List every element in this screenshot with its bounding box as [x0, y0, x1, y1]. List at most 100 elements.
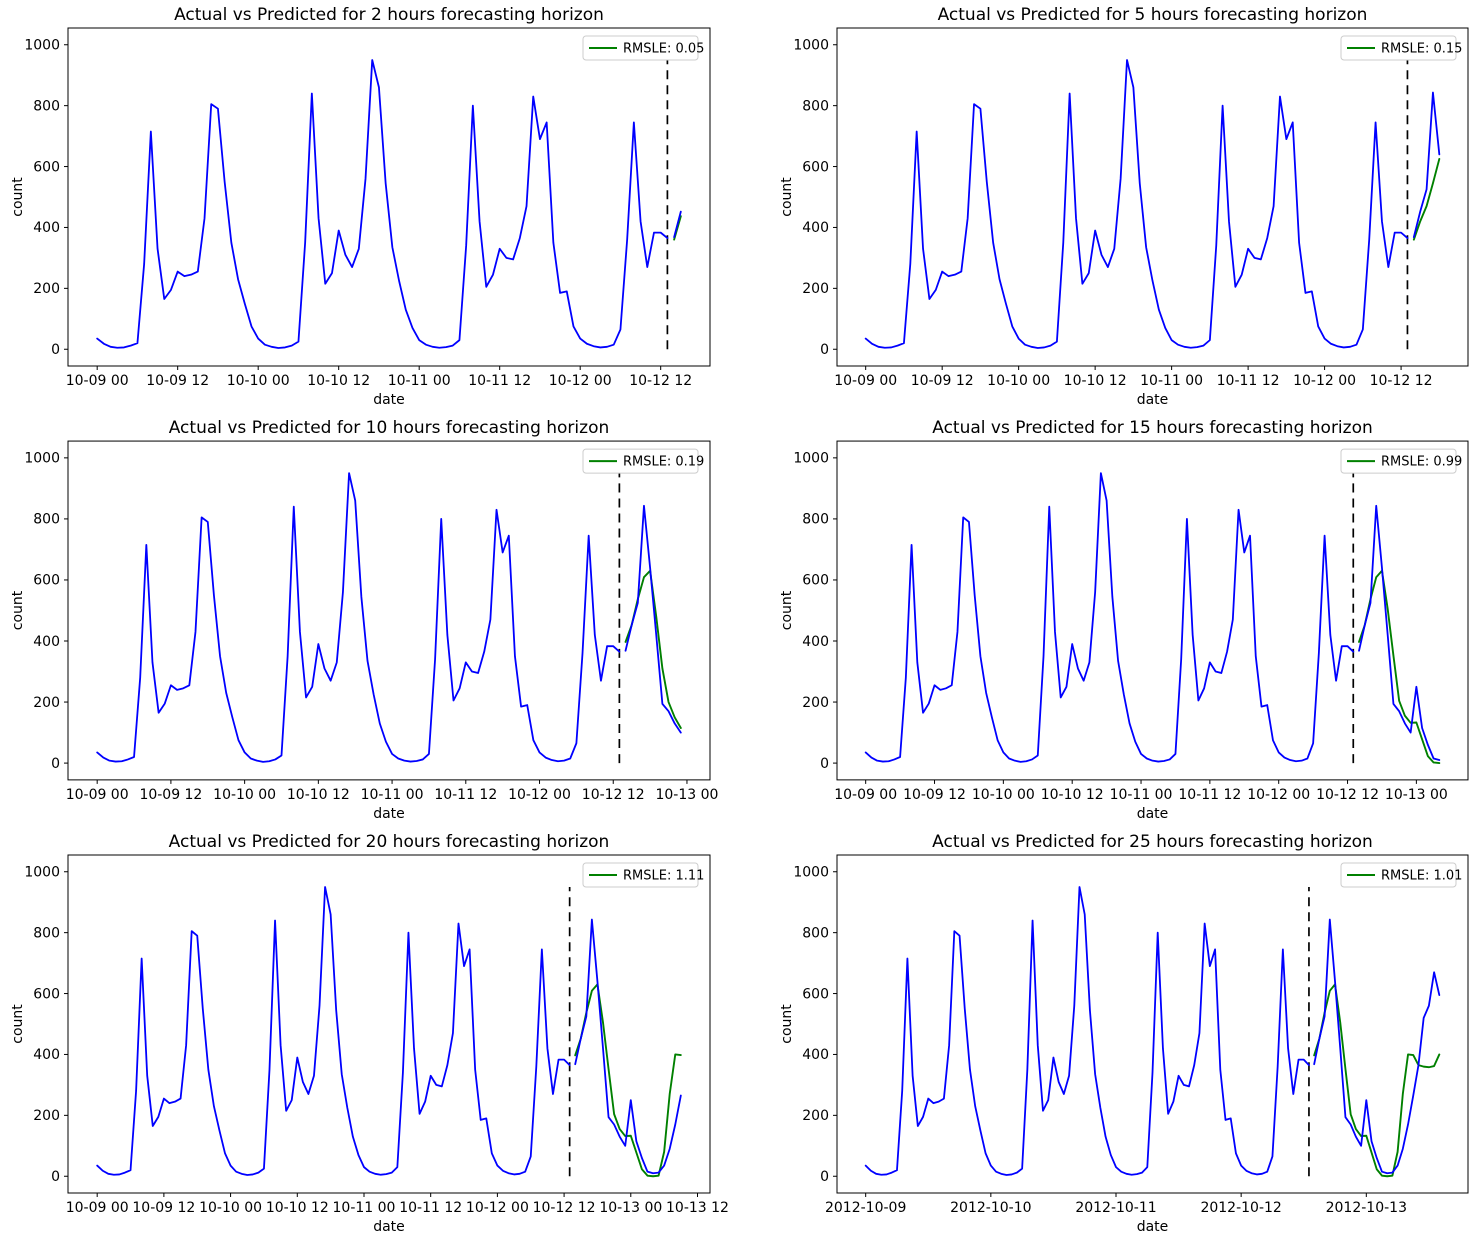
x-tick-label: 10-12 00 [1293, 373, 1356, 389]
y-tick-label: 1000 [793, 38, 829, 54]
y-tick-label: 400 [33, 220, 60, 236]
x-tick-label: 10-10 00 [199, 1200, 262, 1216]
actual-line-future [1412, 91, 1441, 239]
x-tick-label: 10-11 00 [333, 1200, 396, 1216]
legend-box [582, 862, 699, 888]
x-tick-label: 10-09 12 [911, 373, 974, 389]
legend: RMSLE: 1.11 [582, 862, 704, 888]
x-tick-label: 10-10 12 [1064, 373, 1127, 389]
predicted-line [1358, 569, 1441, 765]
legend-box [1340, 35, 1457, 61]
y-tick-label: 200 [802, 695, 829, 711]
x-tick-label: 10-10 12 [287, 787, 350, 803]
predicted-line [1412, 157, 1441, 241]
subplot-10h: Actual vs Predicted for 10 hours forecas… [0, 413, 741, 827]
x-tick-label: 10-10 12 [266, 1200, 329, 1216]
actual-line-history [96, 472, 621, 763]
x-tick-label: 10-11 00 [1110, 787, 1173, 803]
y-tick-label: 0 [820, 1169, 829, 1185]
legend-label: RMSLE: 1.01 [1381, 868, 1462, 883]
x-tick-label: 10-11 00 [1140, 373, 1203, 389]
actual-line-future [624, 504, 682, 734]
y-tick-label: 200 [33, 281, 60, 297]
x-tick-label: 10-09 00 [66, 1200, 129, 1216]
y-tick-label: 600 [33, 573, 60, 589]
x-tick-label: 10-12 12 [1370, 373, 1433, 389]
x-tick-label: 2012-10-13 [1326, 1200, 1407, 1216]
chart-svg-25h: Actual vs Predicted for 25 hours forecas… [779, 832, 1469, 1235]
chart-title: Actual vs Predicted for 5 hours forecast… [938, 5, 1368, 25]
y-tick-label: 200 [33, 1108, 60, 1124]
x-tick-label: 10-10 12 [307, 373, 370, 389]
legend-label: RMSLE: 1.11 [623, 868, 704, 883]
x-tick-label: 10-12 00 [466, 1200, 529, 1216]
chart-svg-15h: Actual vs Predicted for 15 hours forecas… [779, 418, 1469, 822]
legend-box [1340, 862, 1457, 888]
x-axis-label: date [373, 1219, 405, 1235]
x-tick-label: 10-11 12 [399, 1200, 462, 1216]
y-axis-label: count [10, 1004, 26, 1044]
x-tick-label: 10-12 12 [629, 373, 692, 389]
actual-line-history [864, 59, 1409, 349]
y-tick-label: 0 [51, 342, 60, 358]
x-tick-label: 10-09 12 [146, 373, 209, 389]
legend-box [582, 448, 699, 474]
y-axis-label: count [779, 1004, 795, 1044]
predicted-line [1313, 983, 1441, 1178]
legend-label: RMSLE: 0.19 [623, 455, 704, 470]
chart-title: Actual vs Predicted for 10 hours forecas… [169, 418, 610, 438]
x-tick-label: 2012-10-11 [1075, 1200, 1156, 1216]
plot-area [836, 27, 1469, 367]
legend-label: RMSLE: 0.05 [623, 41, 704, 56]
actual-line-history [96, 886, 571, 1176]
y-tick-label: 0 [51, 756, 60, 772]
legend: RMSLE: 0.19 [582, 448, 704, 474]
y-tick-label: 800 [33, 925, 60, 941]
subplot-25h: Actual vs Predicted for 25 hours forecas… [741, 827, 1482, 1240]
y-tick-label: 0 [51, 1169, 60, 1185]
y-tick-label: 800 [802, 512, 829, 528]
chart-svg-2h: Actual vs Predicted for 2 hours forecast… [10, 5, 711, 408]
chart-title: Actual vs Predicted for 2 hours forecast… [174, 5, 604, 25]
x-tick-label: 10-11 12 [1217, 373, 1280, 389]
actual-line-history [96, 59, 669, 349]
y-tick-label: 600 [33, 159, 60, 175]
legend: RMSLE: 0.99 [1340, 448, 1462, 474]
y-tick-label: 800 [33, 512, 60, 528]
chart-svg-20h: Actual vs Predicted for 20 hours forecas… [10, 832, 729, 1235]
y-tick-label: 0 [820, 342, 829, 358]
legend-label: RMSLE: 0.15 [1381, 41, 1462, 56]
chart-svg-5h: Actual vs Predicted for 5 hours forecast… [779, 5, 1469, 408]
actual-line-history [864, 472, 1355, 763]
y-tick-label: 1000 [24, 451, 60, 467]
x-axis-label: date [373, 806, 405, 822]
x-tick-label: 10-10 12 [1041, 787, 1104, 803]
legend-box [1340, 448, 1457, 474]
x-axis-label: date [1137, 806, 1169, 822]
y-tick-label: 600 [802, 986, 829, 1002]
x-tick-label: 10-09 00 [834, 373, 897, 389]
y-tick-label: 0 [820, 756, 829, 772]
x-tick-label: 10-12 12 [1316, 787, 1379, 803]
x-tick-label: 10-10 00 [972, 787, 1035, 803]
x-tick-label: 2012-10-10 [950, 1200, 1031, 1216]
y-axis-label: count [779, 590, 795, 630]
x-tick-label: 10-11 00 [361, 787, 424, 803]
y-tick-label: 600 [802, 573, 829, 589]
chart-title: Actual vs Predicted for 25 hours forecas… [932, 832, 1373, 852]
y-axis-label: count [779, 177, 795, 217]
x-tick-label: 10-11 12 [434, 787, 497, 803]
y-tick-label: 400 [802, 1047, 829, 1063]
y-tick-label: 200 [33, 695, 60, 711]
actual-line-future [673, 210, 682, 239]
x-tick-label: 10-09 12 [132, 1200, 195, 1216]
x-axis-label: date [373, 392, 405, 408]
x-tick-label: 10-13 12 [666, 1200, 729, 1216]
actual-line-history [864, 886, 1310, 1176]
actual-line-future [1358, 504, 1441, 761]
x-axis-label: date [1137, 392, 1169, 408]
y-tick-label: 200 [802, 1108, 829, 1124]
x-tick-label: 10-10 00 [213, 787, 276, 803]
y-tick-label: 800 [802, 925, 829, 941]
x-tick-label: 10-10 00 [987, 373, 1050, 389]
